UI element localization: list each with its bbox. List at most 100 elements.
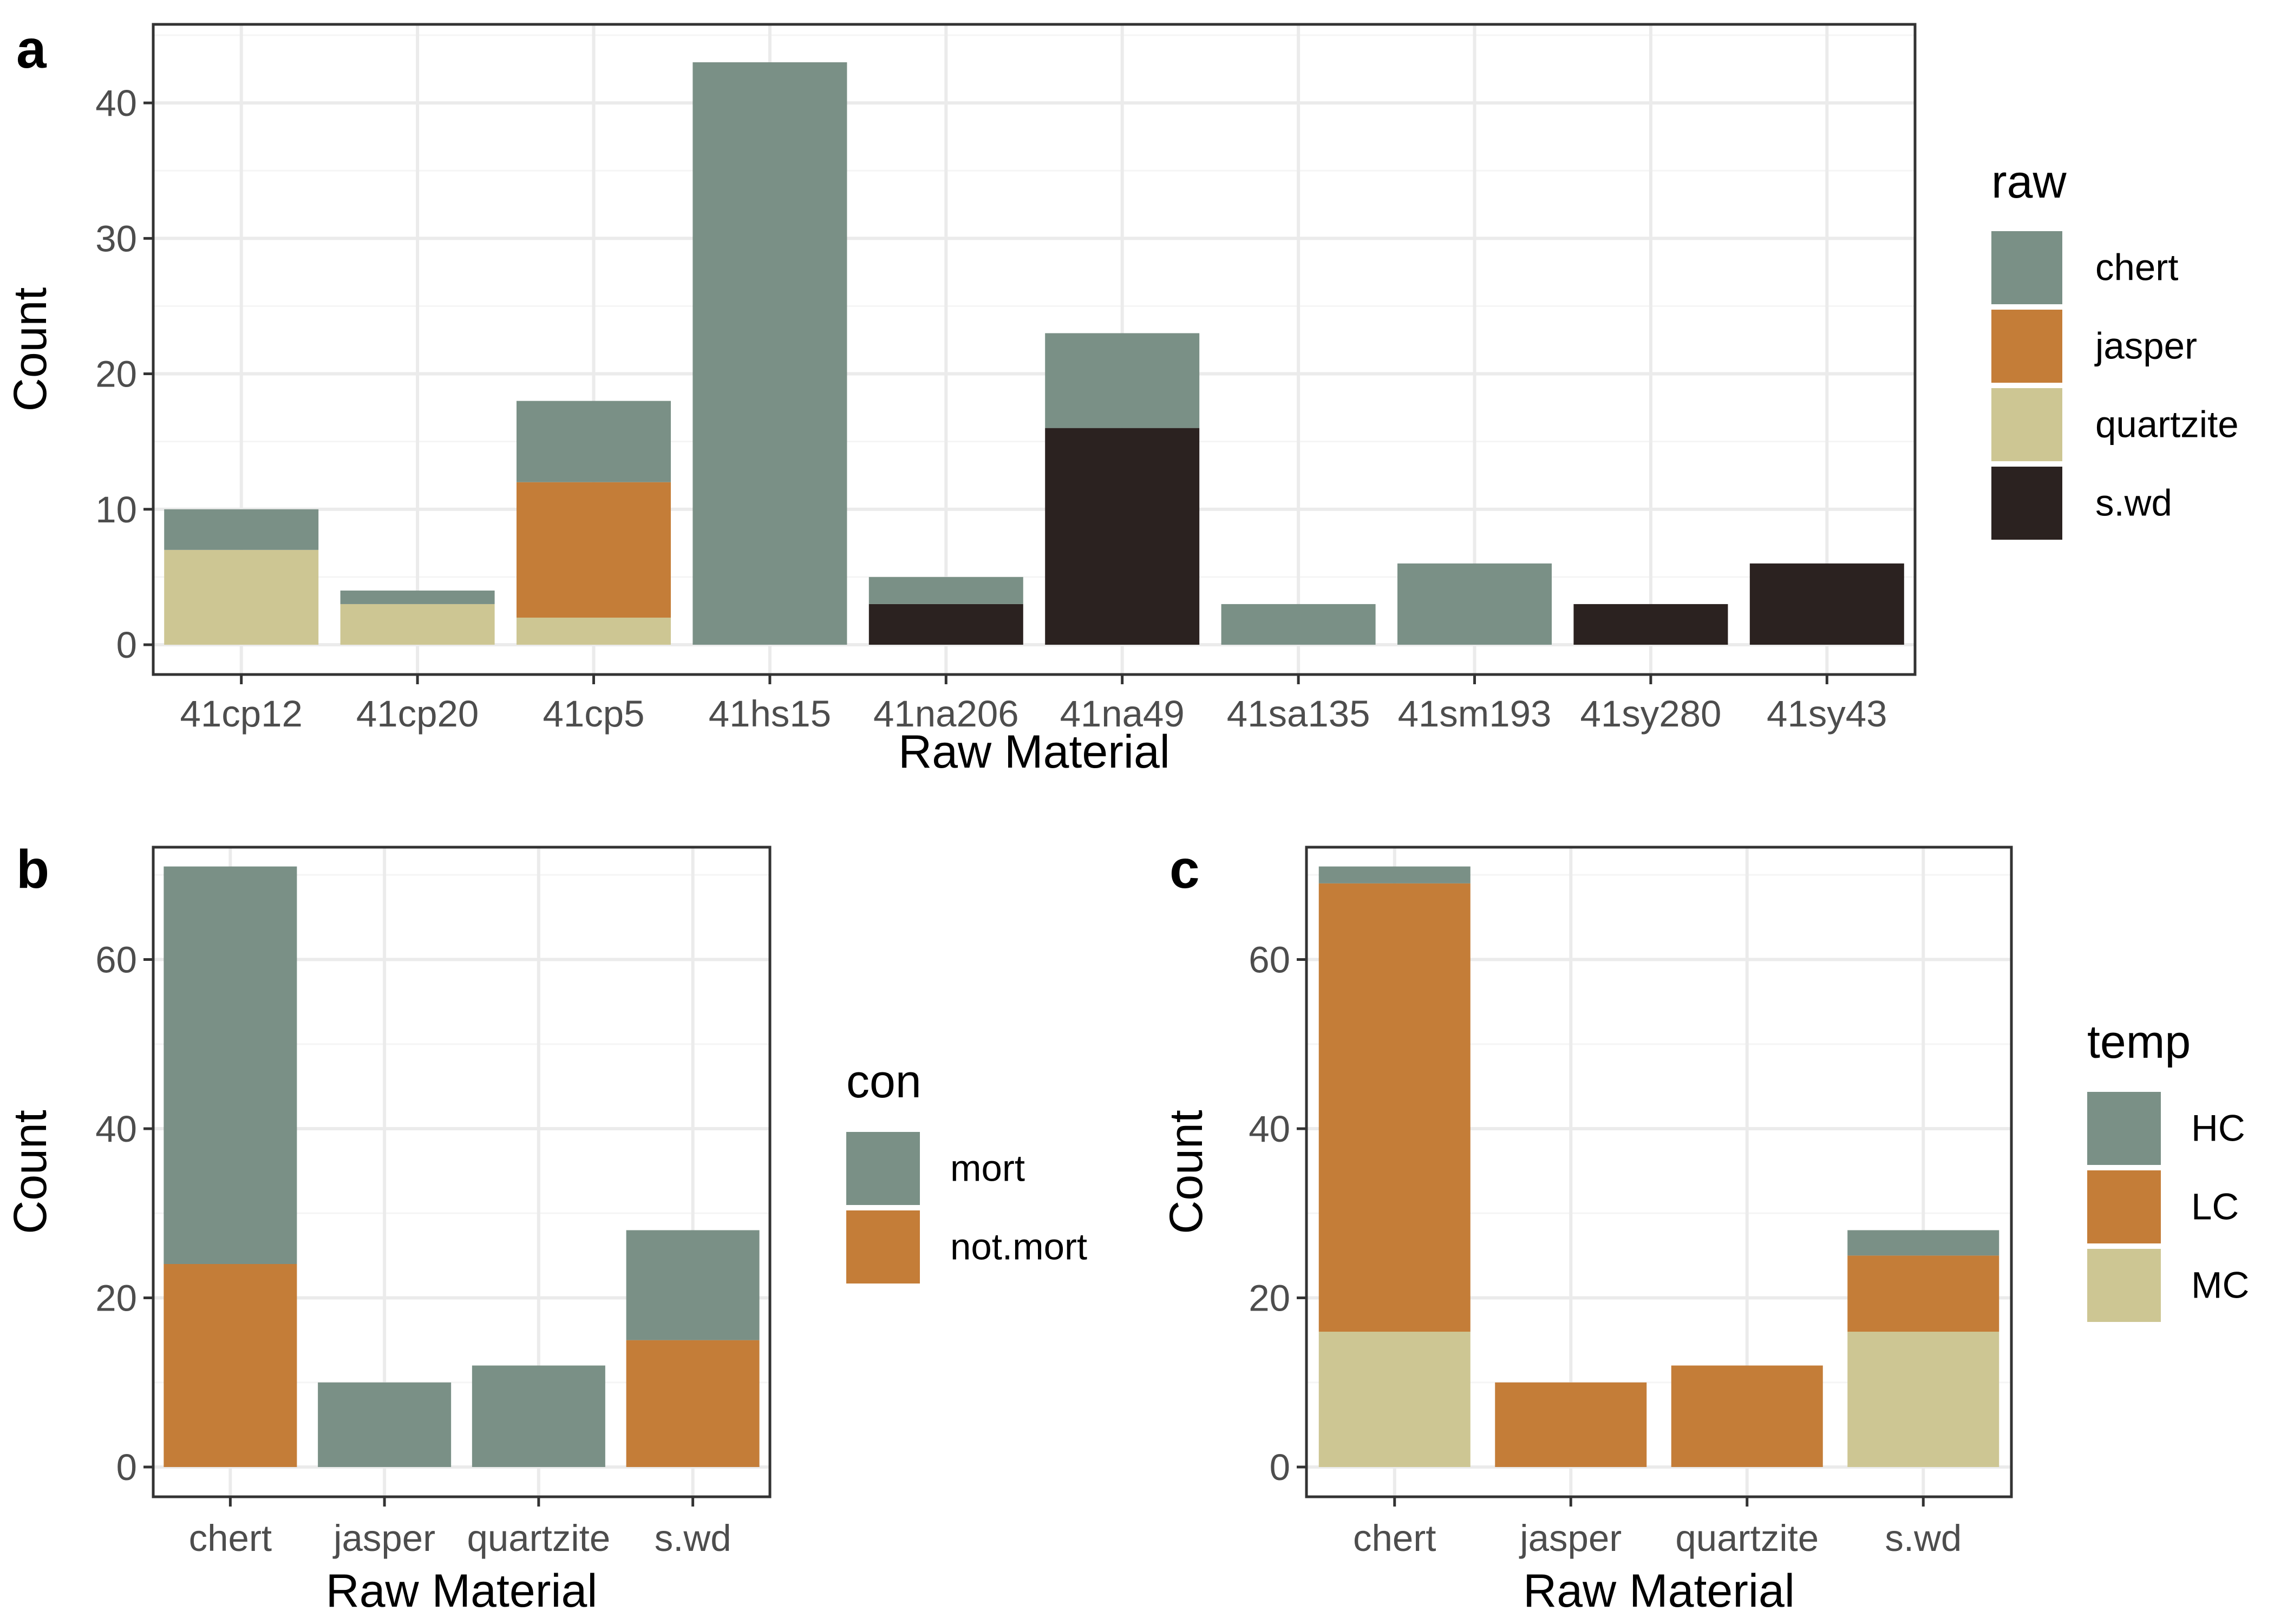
- x-tick-label: s.wd: [1885, 1517, 1962, 1559]
- panel-c: c 0 20 40 60 chert jasper quartzite s.wd Raw Mate…: [1160, 839, 2249, 1617]
- legend-title: temp: [2087, 1016, 2191, 1068]
- bar-quartzite-41cp12: [164, 549, 319, 645]
- bar-chert-41cp20: [340, 590, 495, 604]
- bar-s.wd-41sy280: [1573, 604, 1728, 645]
- x-axis: 41cp12 41cp20 41cp5 41hs15 41na206 41na49 41sa…: [180, 675, 1887, 735]
- bar-LC-quartzite: [1671, 1365, 1823, 1467]
- bar-chert-41na206: [868, 577, 1023, 604]
- legend-label: not.mort: [950, 1226, 1087, 1268]
- x-tick-label: jasper: [1519, 1517, 1622, 1559]
- panel-letter-c: c: [1169, 839, 1200, 900]
- y-tick-label: 30: [95, 218, 137, 259]
- y-tick-label: 40: [1249, 1108, 1290, 1150]
- x-axis: chert jasper quartzite s.wd: [1353, 1497, 1962, 1559]
- x-tick-label: 41sy280: [1580, 693, 1721, 735]
- panel-border: [152, 846, 772, 1498]
- x-tick-label: chert: [189, 1517, 272, 1559]
- bar-s.wd-41sy43: [1749, 563, 1904, 645]
- y-axis: 0 20 40 60: [1249, 939, 1306, 1488]
- x-tick-label: 41cp12: [180, 693, 303, 735]
- bar-chert-41hs15: [692, 62, 847, 645]
- y-axis: 0 20 40 60: [95, 939, 153, 1488]
- panel-a: a 0 10 20 30 40 41cp12 41cp20 41cp5 41hs15 41na206…: [4, 19, 2239, 778]
- plot-background: [153, 24, 1915, 675]
- bar-HC-chert: [1318, 866, 1471, 883]
- x-tick-label: 41sy43: [1767, 693, 1887, 735]
- bar-quartzite-41cp5: [517, 617, 671, 645]
- legend-key-mort: [846, 1132, 920, 1205]
- x-tick-label: 41cp20: [356, 693, 479, 735]
- y-axis-title: Count: [4, 287, 56, 412]
- x-tick-label: 41sm193: [1398, 693, 1552, 735]
- legend-label: MC: [2191, 1265, 2249, 1306]
- bar-mort-jasper: [318, 1382, 452, 1467]
- bar-quartzite-41cp20: [340, 604, 495, 645]
- panel-b: b 0 20 40 60 chert jasper quartzite s.wd Raw Mate…: [4, 839, 1087, 1617]
- bar-chert-41cp12: [164, 509, 319, 550]
- y-tick-label: 20: [95, 353, 137, 395]
- y-tick-label: 40: [95, 1108, 137, 1150]
- bar-jasper-41cp5: [517, 482, 671, 618]
- bar-LC-jasper: [1495, 1382, 1647, 1467]
- bar-mort-chert: [164, 866, 297, 1264]
- x-tick-label: quartzite: [1675, 1517, 1819, 1559]
- y-tick-label: 0: [1270, 1446, 1290, 1488]
- bar-not.mort-chert: [164, 1264, 297, 1467]
- x-axis: chert jasper quartzite s.wd: [189, 1497, 731, 1559]
- bar-mort-s.wd: [626, 1230, 760, 1340]
- legend-key-jasper: [1991, 310, 2062, 383]
- bar-chert-41sa135: [1221, 604, 1376, 645]
- bar-chert-41na49: [1045, 333, 1200, 428]
- x-tick-label: 41na206: [873, 693, 1019, 735]
- bars: [164, 866, 760, 1467]
- x-axis-title: Raw Material: [326, 1565, 598, 1617]
- bar-not.mort-s.wd: [626, 1340, 760, 1467]
- x-tick-label: 41na49: [1060, 693, 1185, 735]
- y-tick-label: 10: [95, 489, 137, 531]
- x-tick-label: 41hs15: [709, 693, 831, 735]
- y-tick-label: 0: [116, 624, 137, 666]
- legend-key-HC: [2087, 1092, 2161, 1165]
- legend-label: mort: [950, 1148, 1025, 1189]
- bar-HC-s.wd: [1847, 1230, 1999, 1256]
- x-axis-title: Raw Material: [1523, 1565, 1795, 1617]
- legend-key-chert: [1991, 231, 2062, 304]
- x-tick-label: 41sa135: [1227, 693, 1370, 735]
- bar-mort-quartzite: [472, 1365, 605, 1467]
- bar-LC-s.wd: [1847, 1255, 1999, 1332]
- bar-MC-s.wd: [1847, 1332, 1999, 1467]
- y-tick-label: 40: [95, 82, 137, 124]
- legend: raw chert jasper quartzite s.wd: [1991, 156, 2239, 540]
- y-tick-label: 60: [95, 939, 137, 981]
- bar-MC-chert: [1318, 1332, 1471, 1467]
- bars: [164, 62, 1904, 645]
- legend-key-not.mort: [846, 1210, 920, 1284]
- x-tick-label: chert: [1353, 1517, 1436, 1559]
- y-tick-label: 0: [116, 1446, 137, 1488]
- y-tick-label: 60: [1249, 939, 1290, 981]
- legend-key-MC: [2087, 1249, 2161, 1322]
- y-axis-title: Count: [1160, 1110, 1212, 1234]
- bar-s.wd-41na49: [1045, 428, 1200, 645]
- legend-label: jasper: [2094, 325, 2197, 367]
- panel-border: [1305, 846, 2013, 1498]
- legend-title: con: [846, 1056, 922, 1108]
- x-tick-label: jasper: [332, 1517, 435, 1559]
- y-axis: 0 10 20 30 40: [95, 82, 153, 666]
- x-axis-title: Raw Material: [898, 726, 1170, 778]
- y-tick-label: 20: [1249, 1278, 1290, 1319]
- panel-letter-b: b: [16, 839, 49, 900]
- x-tick-label: quartzite: [467, 1517, 611, 1559]
- y-tick-label: 20: [95, 1278, 137, 1319]
- x-tick-label: 41cp5: [543, 693, 645, 735]
- legend-key-LC: [2087, 1170, 2161, 1243]
- bars: [1318, 866, 1999, 1467]
- bar-s.wd-41na206: [868, 604, 1023, 645]
- legend-label: HC: [2191, 1108, 2245, 1149]
- legend-key-quartzite: [1991, 388, 2062, 461]
- legend-key-s.wd: [1991, 467, 2062, 540]
- bar-LC-chert: [1318, 883, 1471, 1332]
- legend-label: s.wd: [2095, 482, 2172, 524]
